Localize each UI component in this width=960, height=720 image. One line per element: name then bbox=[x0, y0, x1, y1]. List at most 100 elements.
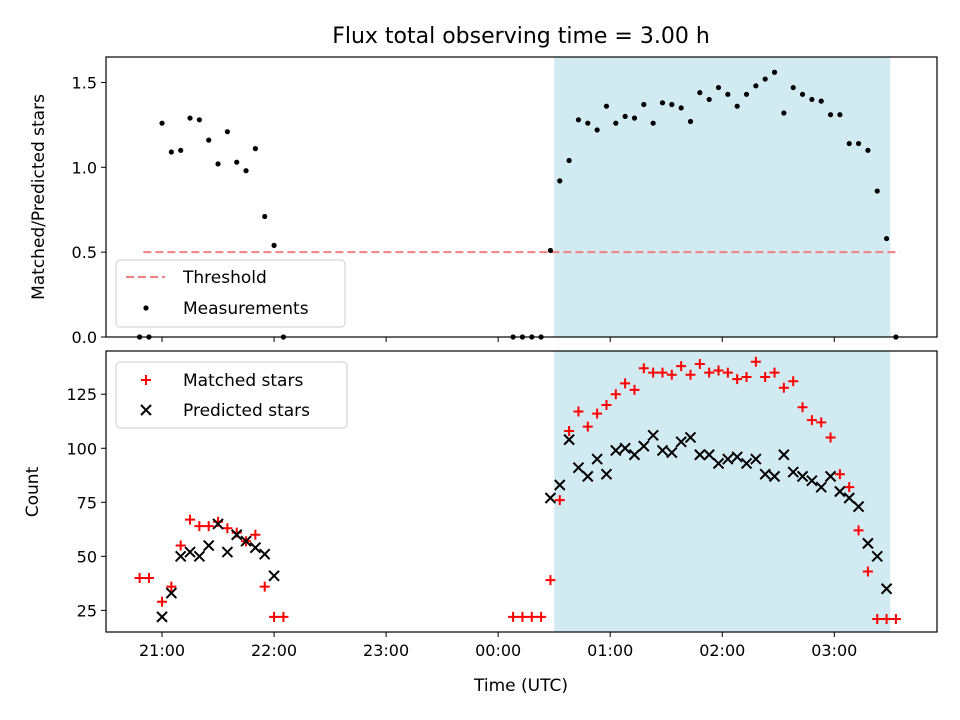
top-panel: Matched/Predicted stars 0.0 0.5 1.0 1.5 Thre… bbox=[29, 56, 938, 347]
top-observing-window bbox=[554, 57, 891, 337]
matched-star-point bbox=[592, 408, 603, 419]
predicted-star-point bbox=[156, 611, 168, 623]
measurement-point bbox=[771, 69, 778, 75]
predicted-star-point bbox=[675, 436, 687, 448]
measurement-point bbox=[224, 129, 230, 135]
measurement-point bbox=[262, 213, 268, 220]
measurement-point bbox=[631, 115, 638, 121]
measurement-point bbox=[734, 103, 740, 109]
predicted-star-point bbox=[666, 446, 678, 459]
predicted-star-point bbox=[656, 444, 669, 457]
matched-star-point bbox=[853, 525, 864, 536]
predicted-star-point bbox=[852, 500, 865, 513]
x-tick-label: 02:00 bbox=[699, 641, 745, 660]
predicted-star-point bbox=[600, 468, 613, 480]
predicted-star-point bbox=[750, 453, 762, 465]
matched-star-point bbox=[134, 572, 145, 583]
matched-star-point bbox=[648, 367, 659, 378]
x-tick-label: 21:00 bbox=[139, 641, 185, 660]
matched-star-point bbox=[778, 382, 789, 393]
predicted-star-point bbox=[184, 546, 196, 558]
predicted-star-point bbox=[554, 479, 566, 491]
measurement-point bbox=[585, 120, 591, 126]
matched-star-point bbox=[269, 611, 280, 622]
matched-star-point bbox=[685, 369, 696, 380]
matched-star-point bbox=[890, 614, 901, 625]
measurement-point bbox=[243, 168, 249, 174]
matched-star-point bbox=[816, 417, 827, 428]
matched-star-point bbox=[760, 371, 771, 382]
predicted-star-point bbox=[268, 570, 280, 582]
matched-star-point bbox=[554, 495, 565, 506]
top-legend: Threshold Measurements bbox=[115, 259, 346, 328]
matched-star-point bbox=[526, 611, 537, 622]
predicted-star-point bbox=[778, 449, 790, 461]
x-tick-label: 23:00 bbox=[363, 641, 409, 660]
predicted-star-point bbox=[684, 431, 697, 444]
x-tick-label: 00:00 bbox=[475, 641, 521, 660]
predicted-star-point bbox=[768, 470, 781, 483]
predicted-star-point bbox=[582, 470, 594, 483]
measurement-point bbox=[215, 161, 221, 167]
bottom-y-tick-label: 50 bbox=[77, 547, 97, 566]
bottom-y-axis-label: Count bbox=[23, 466, 43, 517]
matched-star-point bbox=[185, 514, 196, 525]
matched-star-point bbox=[713, 365, 724, 376]
matched-star-point bbox=[769, 367, 780, 378]
matched-star-point bbox=[278, 611, 289, 622]
x-axis-label: Time (UTC) bbox=[473, 676, 568, 696]
predicted-star-point bbox=[572, 462, 585, 474]
predicted-star-point bbox=[740, 457, 753, 470]
measurement-point bbox=[234, 159, 240, 165]
top-y-tick-label: 1.0 bbox=[72, 158, 97, 177]
matched-star-point bbox=[638, 363, 649, 374]
measurement-point bbox=[613, 120, 619, 126]
legend-matched-label: Matched stars bbox=[183, 371, 303, 391]
top-y-tick-label: 1.5 bbox=[72, 73, 97, 92]
matched-star-point bbox=[862, 566, 873, 577]
measurement-point bbox=[874, 188, 880, 194]
matched-star-point bbox=[203, 521, 214, 532]
measurement-point bbox=[603, 103, 610, 109]
matched-star-point bbox=[582, 421, 593, 432]
matched-star-point bbox=[694, 358, 705, 369]
legend-predicted-swatch bbox=[140, 404, 152, 416]
top-y-axis-label: Matched/Predicted stars bbox=[29, 94, 49, 300]
predicted-star-point bbox=[203, 539, 215, 552]
matched-star-point bbox=[508, 611, 519, 622]
measurement-point bbox=[855, 140, 862, 147]
measurement-point bbox=[650, 120, 656, 126]
predicted-star-point bbox=[703, 449, 715, 461]
predicted-star-point bbox=[249, 541, 262, 554]
measurement-point bbox=[799, 91, 806, 97]
measurement-point bbox=[706, 96, 712, 103]
measurement-point bbox=[566, 157, 572, 164]
predicted-star-point bbox=[880, 583, 893, 595]
measurement-point bbox=[827, 112, 834, 118]
measurement-point bbox=[641, 101, 647, 108]
matched-star-point bbox=[666, 369, 677, 380]
measurement-point bbox=[743, 91, 750, 97]
predicted-star-point bbox=[212, 518, 224, 530]
predicted-star-point bbox=[591, 453, 603, 465]
predicted-star-point bbox=[165, 587, 178, 599]
legend-measurements-label: Measurements bbox=[183, 299, 309, 319]
predicted-star-point bbox=[563, 433, 575, 446]
predicted-star-point bbox=[796, 470, 809, 483]
matched-star-point bbox=[872, 614, 883, 625]
measurement-point bbox=[846, 140, 852, 147]
matched-star-point bbox=[157, 596, 168, 607]
measurement-point bbox=[575, 117, 582, 123]
measurement-point bbox=[865, 147, 871, 153]
predicted-star-point bbox=[174, 550, 187, 563]
bottom-y-tick-label: 25 bbox=[77, 601, 97, 620]
matched-star-point bbox=[143, 572, 154, 583]
x-tick-label: 01:00 bbox=[587, 641, 633, 660]
matched-star-point bbox=[222, 523, 233, 534]
matched-star-point bbox=[741, 371, 752, 382]
measurement-point bbox=[762, 76, 768, 82]
matched-star-point bbox=[194, 521, 205, 532]
matched-star-point bbox=[732, 374, 743, 385]
matched-star-point bbox=[250, 529, 261, 540]
